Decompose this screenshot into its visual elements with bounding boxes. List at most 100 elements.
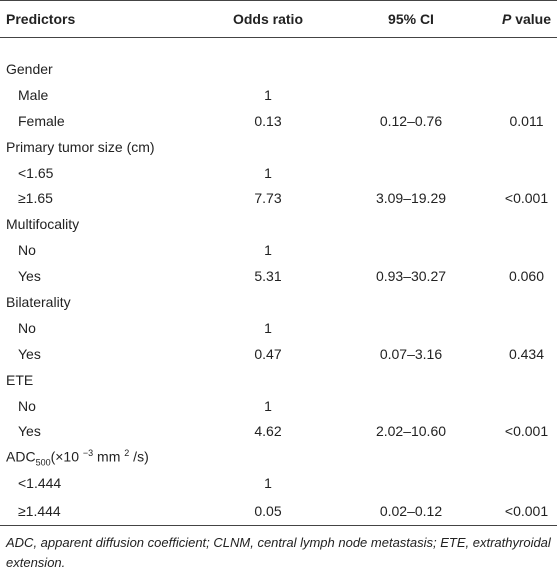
- level-label: ≥1.65: [18, 190, 53, 207]
- ci-cell: 0.93–30.27: [375, 268, 447, 285]
- p-cell: [496, 237, 557, 263]
- empty-cell: [496, 134, 557, 160]
- empty-cell: [210, 211, 326, 237]
- group-row: ADC500(×10 −3 mm 2 /s): [0, 444, 557, 470]
- table-body: Gender Male 1 Female 0.13 0.12–0.76 0.011 Prima…: [0, 38, 557, 527]
- group-row: ETE: [0, 367, 557, 393]
- label-part: ADC: [6, 448, 36, 465]
- ci-cell: 0.12–0.76: [379, 112, 443, 129]
- ci-cell: [326, 160, 496, 186]
- level-row: No 1: [0, 237, 557, 263]
- group-label: ETE: [6, 371, 34, 388]
- empty-cell: [326, 367, 496, 393]
- p-cell: 0.060: [508, 268, 545, 285]
- p-cell: [496, 160, 557, 186]
- ci-cell: [326, 315, 496, 341]
- odds-cell: 4.62: [254, 423, 282, 440]
- ci-cell: [326, 470, 496, 496]
- empty-cell: [210, 444, 326, 470]
- header-cell: Predictors: [0, 0, 210, 38]
- p-cell: <0.001: [496, 496, 557, 527]
- odds-cell: 0.47: [254, 345, 282, 362]
- level-row: Yes 0.47 0.07–3.16 0.434: [0, 341, 557, 367]
- level-row: Yes 4.62 2.02–10.60 <0.001: [0, 418, 557, 444]
- ci-cell: 0.02–0.12: [326, 496, 496, 527]
- label-part: 500: [35, 457, 51, 468]
- empty-cell: [210, 289, 326, 315]
- p-cell: 0.434: [508, 345, 545, 362]
- group-label: Primary tumor size (cm): [6, 138, 155, 155]
- group-label: Bilaterality: [6, 293, 71, 310]
- p-cell: [496, 82, 557, 108]
- empty-cell: [210, 367, 326, 393]
- group-row: Gender: [0, 38, 557, 82]
- level-label: <1.444: [18, 475, 62, 492]
- group-row: Bilaterality: [0, 289, 557, 315]
- header-text: value: [511, 11, 552, 27]
- level-label: ≥1.444: [0, 496, 210, 527]
- level-label: No: [18, 397, 36, 414]
- label-part: mm: [93, 448, 125, 465]
- level-row: <1.444 1: [0, 470, 557, 496]
- ci-cell: [326, 393, 496, 419]
- p-cell: <0.001: [504, 423, 549, 440]
- empty-cell: [326, 134, 496, 160]
- level-row: No 1: [0, 393, 557, 419]
- ci-cell: 3.09–19.29: [375, 190, 447, 207]
- odds-cell: 1: [264, 475, 272, 492]
- header-row: Predictors Odds ratio 95% CI P value: [0, 0, 557, 38]
- ci-cell: [326, 82, 496, 108]
- level-label: Female: [18, 112, 65, 129]
- group-label: Gender: [6, 60, 53, 77]
- odds-cell: 5.31: [254, 268, 282, 285]
- label-part: 2: [124, 447, 130, 458]
- odds-cell: 0.13: [254, 112, 282, 129]
- empty-cell: [496, 444, 557, 470]
- odds-cell: 1: [264, 164, 272, 181]
- empty-cell: [210, 38, 326, 82]
- group-label: Multifocality: [6, 216, 80, 233]
- odds-cell: 1: [264, 397, 272, 414]
- ci-cell: [326, 237, 496, 263]
- level-label: Yes: [18, 423, 41, 440]
- empty-cell: [496, 211, 557, 237]
- empty-cell: [326, 211, 496, 237]
- results-table: Predictors Odds ratio 95% CI P value Gen…: [0, 0, 557, 527]
- p-cell: <0.001: [504, 190, 549, 207]
- odds-cell: 0.05: [210, 496, 326, 527]
- level-row: Yes 5.31 0.93–30.27 0.060: [0, 263, 557, 289]
- group-label: ADC500(×10 −3 mm 2 /s): [0, 444, 210, 470]
- level-label: No: [18, 242, 36, 259]
- odds-cell: 7.73: [254, 190, 282, 207]
- label-part: /s): [129, 448, 149, 465]
- level-label: No: [18, 319, 36, 336]
- level-label: Male: [18, 86, 49, 103]
- level-label: <1.65: [18, 164, 54, 181]
- group-row: Primary tumor size (cm): [0, 134, 557, 160]
- label-part: (×10: [50, 448, 83, 465]
- label-part: −3: [82, 447, 94, 458]
- empty-cell: [326, 289, 496, 315]
- level-row: No 1: [0, 315, 557, 341]
- empty-cell: [210, 134, 326, 160]
- footnote: ADC, apparent diffusion coefficient; CLN…: [6, 535, 551, 571]
- group-row: Multifocality: [0, 211, 557, 237]
- empty-cell: [496, 38, 557, 82]
- level-row: ≥1.65 7.73 3.09–19.29 <0.001: [0, 185, 557, 211]
- p-cell: [496, 470, 557, 496]
- empty-cell: [326, 38, 496, 82]
- empty-cell: [496, 289, 557, 315]
- header-cell: P value: [496, 0, 557, 38]
- level-label: Yes: [18, 268, 41, 285]
- odds-cell: 1: [264, 319, 272, 336]
- p-cell: 0.011: [509, 112, 544, 129]
- header-cell: Odds ratio: [210, 0, 326, 38]
- ci-cell: 2.02–10.60: [375, 423, 447, 440]
- empty-cell: [496, 367, 557, 393]
- p-cell: [496, 393, 557, 419]
- level-label: Yes: [18, 345, 41, 362]
- header-cell: 95% CI: [326, 0, 496, 38]
- ci-cell: 0.07–3.16: [379, 345, 443, 362]
- level-row: Male 1: [0, 82, 557, 108]
